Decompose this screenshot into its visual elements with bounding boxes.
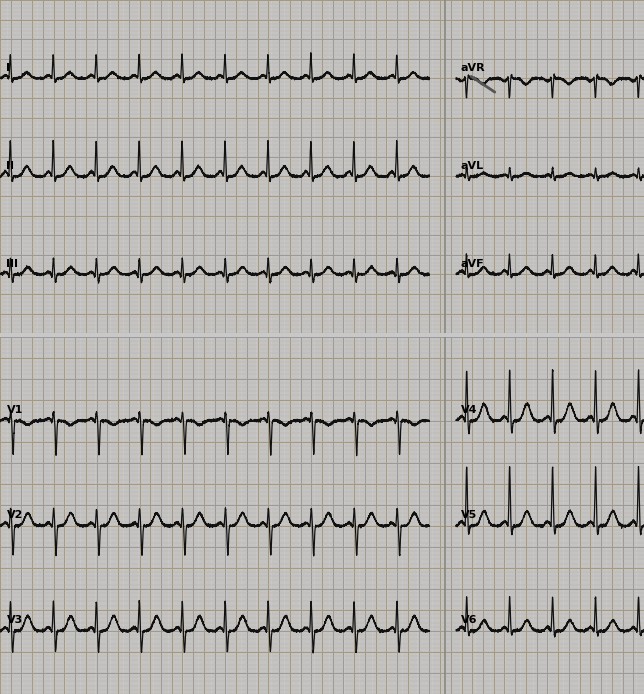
- Text: V2: V2: [6, 510, 23, 520]
- Text: V4: V4: [460, 405, 477, 415]
- Text: V5: V5: [460, 510, 477, 520]
- Text: I: I: [6, 63, 10, 74]
- Text: II: II: [6, 161, 14, 171]
- Text: III: III: [6, 260, 19, 269]
- Text: aVR: aVR: [460, 63, 485, 74]
- Text: V1: V1: [6, 405, 23, 415]
- Text: aVF: aVF: [460, 260, 484, 269]
- Text: V6: V6: [460, 616, 477, 625]
- Text: V3: V3: [6, 616, 23, 625]
- Text: aVL: aVL: [460, 161, 484, 171]
